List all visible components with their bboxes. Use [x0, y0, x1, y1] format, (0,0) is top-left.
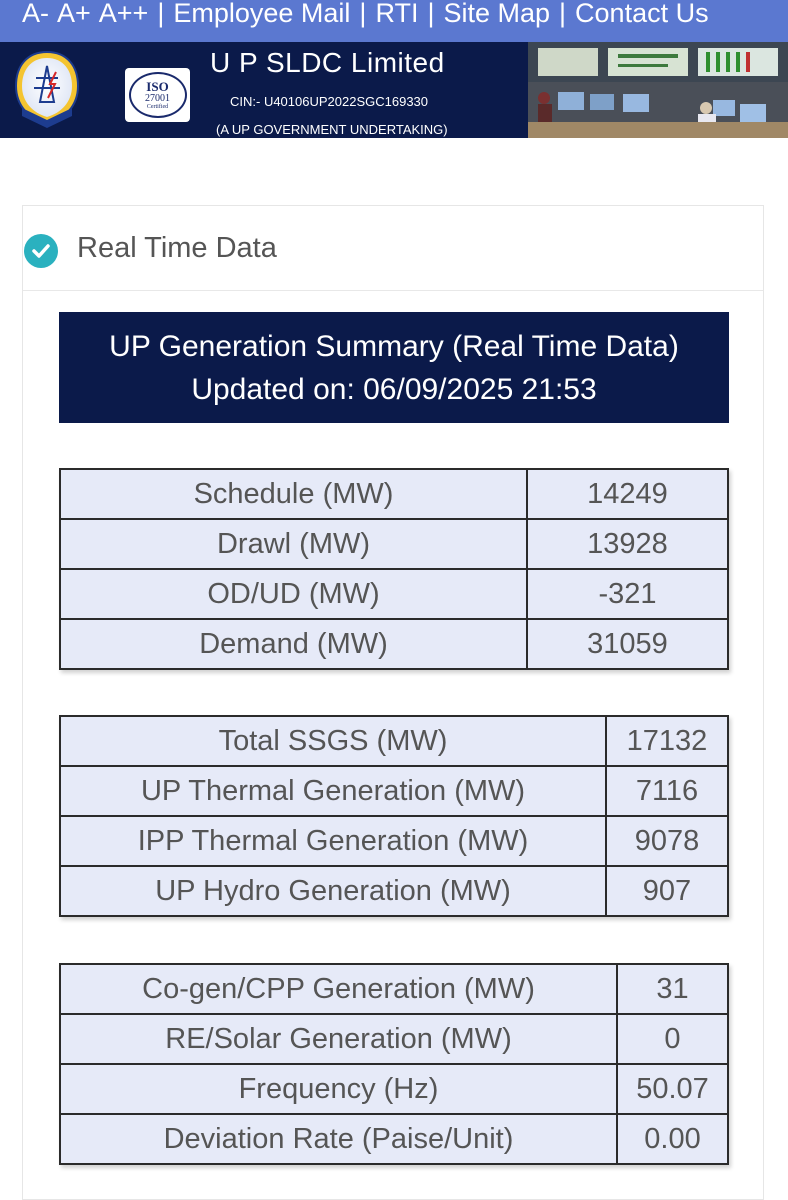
table-row: Frequency (Hz) 50.07	[59, 1063, 729, 1115]
iso-number: 27001	[145, 92, 170, 104]
table-row: Deviation Rate (Paise/Unit) 0.00	[59, 1113, 729, 1165]
font-xlarge-link[interactable]: A++	[98, 0, 149, 28]
iso-certified: Certified	[146, 103, 169, 110]
summary-title: UP Generation Summary (Real Time Data)	[109, 330, 679, 363]
row-label: RE/Solar Generation (MW)	[59, 1013, 618, 1065]
table-row: Demand (MW) 31059	[59, 618, 729, 670]
other-generation-table: Co-gen/CPP Generation (MW) 31 RE/Solar Ge…	[59, 963, 729, 1165]
row-value: 907	[605, 865, 729, 917]
table-row: IPP Thermal Generation (MW) 9078	[59, 815, 729, 867]
row-value: 0.00	[616, 1113, 729, 1165]
iso-title: ISO	[146, 78, 169, 94]
table-row: Co-gen/CPP Generation (MW) 31	[59, 963, 729, 1015]
generation-summary-banner: UP Generation Summary (Real Time Data) U…	[59, 312, 729, 423]
summary-updated: Updated on: 06/09/2025 21:53	[191, 373, 597, 406]
row-value: 13928	[526, 518, 729, 570]
row-label: Frequency (Hz)	[59, 1063, 618, 1115]
row-value: 17132	[605, 715, 729, 767]
separator: |	[359, 0, 367, 28]
table-row: RE/Solar Generation (MW) 0	[59, 1013, 729, 1065]
row-value: 31059	[526, 618, 729, 670]
row-value: -321	[526, 568, 729, 620]
employee-mail-link[interactable]: Employee Mail	[173, 0, 351, 28]
company-cin: CIN:- U40106UP2022SGC169330	[230, 94, 429, 109]
check-circle-icon	[24, 234, 58, 268]
row-label: Schedule (MW)	[59, 468, 528, 520]
real-time-data-panel: Real Time Data UP Generation Summary (Re…	[22, 205, 764, 1200]
separator: |	[157, 0, 165, 28]
site-header: ISO 27001 Certified U P SLDC Limited CIN…	[0, 42, 788, 138]
separator: |	[559, 0, 567, 28]
upsldc-logo[interactable]	[12, 50, 82, 130]
row-label: Total SSGS (MW)	[59, 715, 607, 767]
panel-header[interactable]: Real Time Data	[23, 206, 763, 291]
table-row: Drawl (MW) 13928	[59, 518, 729, 570]
row-value: 9078	[605, 815, 729, 867]
schedule-table: Schedule (MW) 14249 Drawl (MW) 13928 OD/UD…	[59, 468, 729, 670]
row-value: 7116	[605, 765, 729, 817]
row-label: UP Hydro Generation (MW)	[59, 865, 607, 917]
top-links-bar: A- A+ A++ | Employee Mail | RTI | Site M…	[0, 0, 788, 42]
font-increase-link[interactable]: A+	[57, 0, 91, 28]
row-value: 14249	[526, 468, 729, 520]
row-value: 50.07	[616, 1063, 729, 1115]
table-row: Total SSGS (MW) 17132	[59, 715, 729, 767]
table-row: OD/UD (MW) -321	[59, 568, 729, 620]
row-label: Drawl (MW)	[59, 518, 528, 570]
row-label: Deviation Rate (Paise/Unit)	[59, 1113, 618, 1165]
company-info: U P SLDC Limited CIN:- U40106UP2022SGC16…	[210, 46, 460, 137]
row-label: OD/UD (MW)	[59, 568, 528, 620]
company-name: U P SLDC Limited	[210, 47, 445, 78]
row-value: 31	[616, 963, 729, 1015]
generation-table: Total SSGS (MW) 17132 UP Thermal Generati…	[59, 715, 729, 917]
separator: |	[427, 0, 435, 28]
iso-certification-badge: ISO 27001 Certified	[125, 68, 190, 122]
row-label: UP Thermal Generation (MW)	[59, 765, 607, 817]
table-row: UP Hydro Generation (MW) 907	[59, 865, 729, 917]
panel-title: Real Time Data	[77, 232, 277, 264]
row-label: Demand (MW)	[59, 618, 528, 670]
control-room-image	[528, 42, 788, 138]
company-undertaking: (A UP GOVERNMENT UNDERTAKING)	[216, 122, 448, 137]
table-row: Schedule (MW) 14249	[59, 468, 729, 520]
contact-us-link[interactable]: Contact Us	[575, 0, 709, 28]
row-label: Co-gen/CPP Generation (MW)	[59, 963, 618, 1015]
row-label: IPP Thermal Generation (MW)	[59, 815, 607, 867]
table-row: UP Thermal Generation (MW) 7116	[59, 765, 729, 817]
font-decrease-link[interactable]: A-	[22, 0, 49, 28]
row-value: 0	[616, 1013, 729, 1065]
site-map-link[interactable]: Site Map	[443, 0, 551, 28]
rti-link[interactable]: RTI	[375, 0, 419, 28]
